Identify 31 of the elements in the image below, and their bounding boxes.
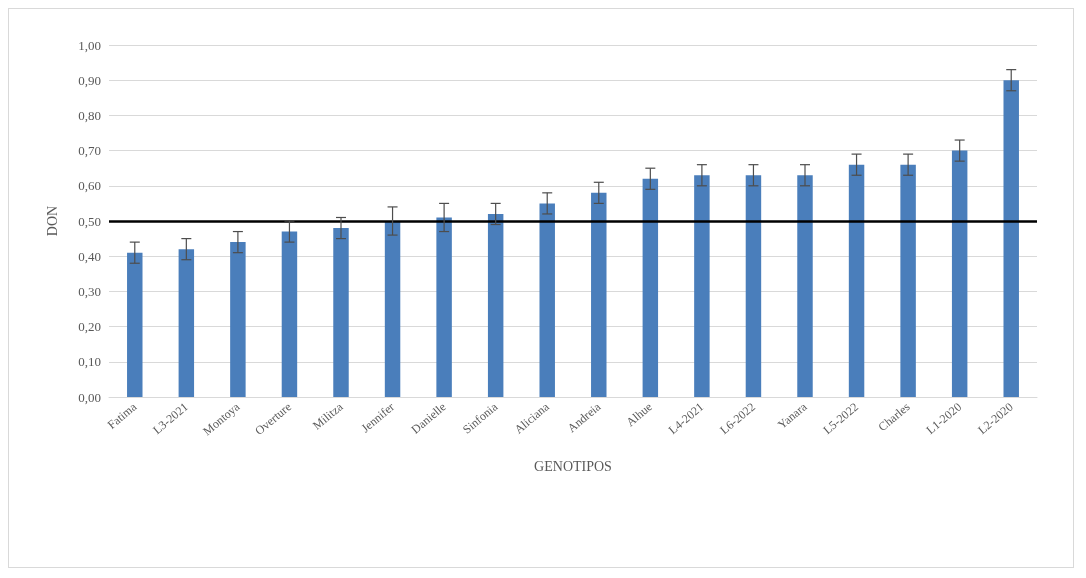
y-tick-label: 1,00 xyxy=(78,37,101,53)
bar xyxy=(694,175,710,397)
bar xyxy=(951,150,968,397)
y-tick-label: 0,20 xyxy=(78,319,101,335)
bar xyxy=(848,164,865,397)
y-tick-label: 0,00 xyxy=(78,389,101,405)
y-tick-label: 0,70 xyxy=(78,143,101,159)
y-tick-label: 0,30 xyxy=(78,283,101,299)
bar xyxy=(384,221,401,397)
bar xyxy=(539,203,555,397)
y-tick-label: 0,60 xyxy=(78,178,101,194)
bar xyxy=(900,164,916,397)
bar xyxy=(745,175,762,397)
y-tick-label: 0,40 xyxy=(78,248,101,264)
bar xyxy=(436,217,452,397)
bar xyxy=(333,228,349,397)
bar xyxy=(178,249,195,397)
bar xyxy=(1003,80,1019,397)
y-axis-title: DON xyxy=(44,205,60,237)
bar xyxy=(487,213,504,397)
y-tick-label: 0,10 xyxy=(78,354,101,370)
bar xyxy=(642,178,659,397)
bar xyxy=(230,242,246,397)
bar xyxy=(591,192,607,397)
bar xyxy=(127,252,143,397)
y-tick-label: 0,90 xyxy=(78,72,101,88)
y-tick-label: 0,80 xyxy=(78,107,101,123)
y-tick-label: 0,50 xyxy=(78,213,101,229)
bar xyxy=(797,175,813,397)
x-axis-title: GENOTIPOS xyxy=(534,458,612,474)
bar xyxy=(281,231,298,397)
